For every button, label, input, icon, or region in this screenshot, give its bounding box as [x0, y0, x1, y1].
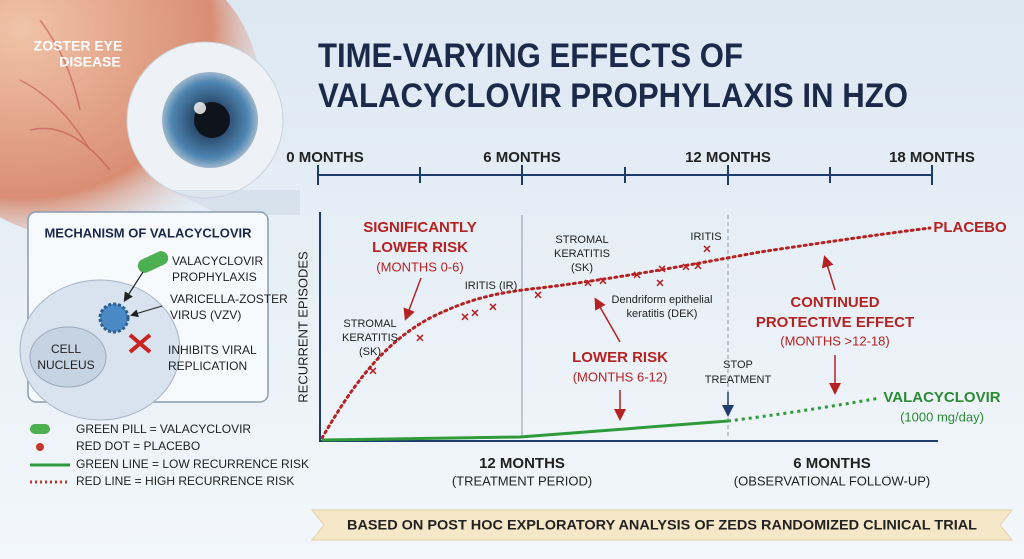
annotation-heading: CONTINUED — [790, 294, 879, 311]
event-label: Dendriform epithelial — [612, 294, 713, 306]
event-label: STROMAL — [343, 318, 396, 330]
svg-text:×: × — [682, 259, 690, 275]
period-label: (TREATMENT PERIOD) — [452, 473, 592, 488]
svg-text:×: × — [584, 275, 592, 291]
cell-label: CELL — [51, 342, 81, 356]
series-label: VALACYCLOVIR — [883, 389, 1000, 406]
event-label: KERATITIS — [342, 332, 398, 344]
timeline-label: 12 MONTHS — [685, 149, 771, 166]
timeline-label: 6 MONTHS — [483, 149, 561, 166]
series-label: PLACEBO — [933, 219, 1007, 236]
svg-text:×: × — [703, 241, 711, 257]
annotation-heading: LOWER RISK — [372, 239, 468, 256]
footer-text: BASED ON POST HOC EXPLORATORY ANALYSIS O… — [347, 517, 977, 533]
timeline-label: 18 MONTHS — [889, 149, 975, 166]
svg-text:×: × — [369, 363, 377, 379]
legend-entry: GREEN LINE = LOW RECURRENCE RISK — [76, 457, 309, 471]
eye-illustration — [0, 0, 300, 240]
mechanism-title: MECHANISM OF VALACYCLOVIR — [44, 225, 252, 240]
event-label: IRITIS (IR) — [465, 280, 518, 292]
svg-text:×: × — [656, 275, 664, 291]
y-axis-label: RECURRENT EPISODES — [295, 251, 310, 403]
stop-label: STOP — [723, 359, 753, 371]
svg-text:×: × — [599, 273, 607, 289]
annotation-period: (MONTHS >12-18) — [780, 333, 889, 348]
legend-entry: RED LINE = HIGH RECURRENCE RISK — [76, 474, 294, 488]
svg-text:×: × — [471, 305, 479, 321]
title-line: TIME-VARYING EFFECTS OF — [318, 37, 743, 75]
event-label: IRITIS — [690, 231, 721, 243]
period-length: 6 MONTHS — [793, 455, 871, 472]
event-label: STROMAL — [555, 234, 608, 246]
mechanism-label: VARICELLA-ZOSTER — [170, 292, 288, 306]
mechanism-label: VIRUS (VZV) — [170, 308, 241, 322]
timeline-label: 0 MONTHS — [286, 149, 364, 166]
mechanism-label: REPLICATION — [168, 359, 247, 373]
series-label: (1000 mg/day) — [900, 409, 984, 424]
legend-entry: GREEN PILL = VALACYCLOVIR — [76, 422, 251, 436]
svg-text:×: × — [694, 258, 702, 274]
mechanism-panel — [19, 211, 269, 421]
event-label: (SK) — [571, 262, 593, 274]
title-line: VALACYCLOVIR PROPHYLAXIS IN HZO — [318, 77, 908, 115]
event-label: keratitis (DEK) — [627, 308, 698, 320]
legend-entry: RED DOT = PLACEBO — [76, 439, 200, 453]
timeline — [317, 165, 933, 185]
svg-text:×: × — [489, 299, 497, 315]
period-label: (OBSERVATIONAL FOLLOW-UP) — [734, 473, 930, 488]
mechanism-label: PROPHYLAXIS — [172, 270, 257, 284]
svg-text:×: × — [534, 287, 542, 303]
annotation-period: (MONTHS 0-6) — [376, 259, 463, 274]
event-label: (SK) — [359, 346, 381, 358]
annotation-heading: PROTECTIVE EFFECT — [756, 314, 914, 331]
legend-icons — [30, 424, 70, 484]
svg-text:×: × — [416, 330, 424, 346]
stop-label: TREATMENT — [705, 374, 772, 386]
eye-label: ZOSTER EYE — [34, 38, 123, 54]
plot-area: ××× × ××× × × × × × ×× — [319, 212, 938, 442]
svg-text:×: × — [461, 309, 469, 325]
annotation-period: (MONTHS 6-12) — [573, 369, 668, 384]
mechanism-label: VALACYCLOVIR — [172, 254, 263, 268]
svg-text:×: × — [633, 267, 641, 283]
eye-label: DISEASE — [59, 54, 120, 70]
cell-label: NUCLEUS — [37, 358, 94, 372]
annotation-heading: SIGNIFICANTLY — [363, 219, 477, 236]
event-label: KERATITIS — [554, 248, 610, 260]
svg-text:×: × — [658, 261, 666, 277]
mechanism-label: INHIBITS VIRAL — [168, 343, 257, 357]
annotation-heading: LOWER RISK — [572, 349, 668, 366]
period-length: 12 MONTHS — [479, 455, 565, 472]
footer-banner — [310, 509, 1014, 541]
